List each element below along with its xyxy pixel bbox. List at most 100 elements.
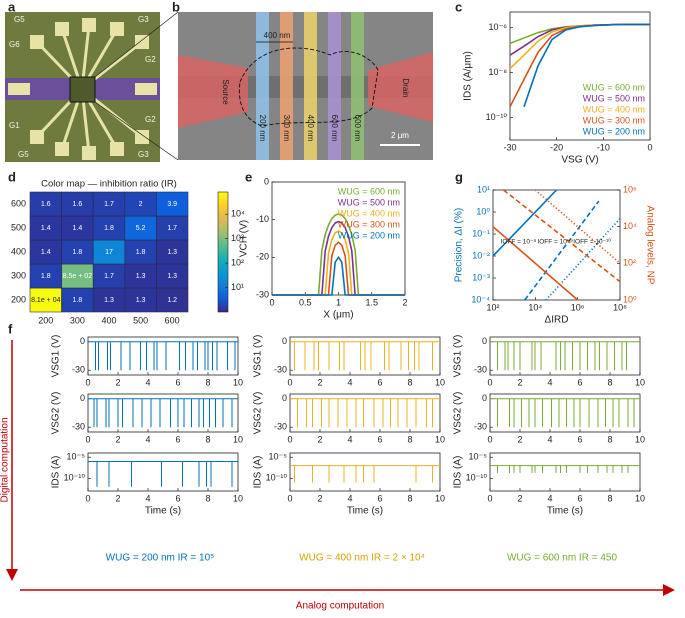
cell-label: 1.8 <box>136 249 146 256</box>
heat-cell <box>29 239 62 265</box>
width-label: 600 nm <box>330 115 339 142</box>
scale-bar-label: 2 μm <box>391 131 409 140</box>
gate-label: G2 <box>145 55 156 64</box>
x-tick-label: 2 <box>115 434 120 444</box>
series-line <box>509 23 650 70</box>
series-line <box>509 23 650 56</box>
x-axis-label: Time (s) <box>347 506 383 517</box>
y2-tick-label: 10⁶ <box>623 184 637 194</box>
x-tick-label: 400 <box>101 315 116 325</box>
plot-frame <box>489 452 641 492</box>
x-axis-label: Time (s) <box>145 506 181 517</box>
x-tick-label: 6 <box>377 493 382 503</box>
cell-label: 8.5e + 02 <box>63 273 92 280</box>
x-tick-label: 0 <box>287 377 292 387</box>
x-tick-label: 1 <box>336 297 341 307</box>
width-label: 600 nm <box>353 115 362 142</box>
x-axis-label: ΔIRD <box>545 315 569 326</box>
legend-entry: WUG = 300 nm <box>338 219 400 229</box>
panel-letter: c <box>455 0 462 14</box>
x-tick-label: 6 <box>577 434 582 444</box>
x-tick-label: 8 <box>407 377 412 387</box>
cell-label: 17 <box>105 249 113 256</box>
plot-frame <box>489 393 641 433</box>
x-tick-label: 10 <box>233 377 243 387</box>
series-line <box>545 218 621 301</box>
legend-entry: WUG = 600 nm <box>583 82 645 92</box>
x-tick-label: 8 <box>205 377 210 387</box>
x-tick-label: 4 <box>145 493 150 503</box>
x-tick-label: 2 <box>115 377 120 387</box>
cell-label: 3.9 <box>167 201 177 208</box>
cell-label: 1.8 <box>73 249 83 256</box>
micrograph <box>5 11 179 162</box>
x-tick-label: 1.5 <box>365 297 378 307</box>
width-label: 400 nm <box>306 115 315 142</box>
y-tick-label: 0 <box>482 336 487 346</box>
series-line <box>272 213 405 296</box>
x-tick-label: 0 <box>85 434 90 444</box>
series-line <box>272 241 405 296</box>
x-tick-label: 0 <box>487 377 492 387</box>
series-line <box>272 230 405 296</box>
panel-letter: f <box>8 321 13 336</box>
y-tick-label: 10¹ <box>477 184 490 194</box>
heat-cell <box>156 215 189 241</box>
legend-entry: WUG = 400 nm <box>583 104 645 114</box>
x-tick-label: 2 <box>317 434 322 444</box>
y-tick-label: 10⁻¹⁰ <box>466 473 488 483</box>
y-tick-label: -20 <box>256 252 269 262</box>
x-tick-label: 10 <box>635 377 645 387</box>
y-tick-label: 10⁻⁵ <box>269 452 288 462</box>
drain-label: Drain <box>401 78 410 97</box>
x-tick-label: 8 <box>407 493 412 503</box>
gate-label: G6 <box>9 40 20 49</box>
cell-label: 1.7 <box>104 201 114 208</box>
legend-entry: WUG = 200 nm <box>338 230 400 240</box>
x-tick-label: 4 <box>547 493 552 503</box>
column-caption: WUG = 600 nm IR = 450 <box>507 553 617 564</box>
series-line <box>523 23 650 108</box>
cell-label: 1.2 <box>167 297 177 304</box>
colorbar-tick-label: 10³ <box>231 233 244 243</box>
y-axis-label: IDS (A) <box>453 456 464 489</box>
x-tick-label: 6 <box>377 434 382 444</box>
heat-cell <box>124 191 157 217</box>
colorbar-tick-label: 10² <box>231 257 244 267</box>
y-axis-label: VSG1 (V) <box>51 335 62 378</box>
colorbar-tick-label: 10¹ <box>231 282 244 292</box>
width-label: 300 nm <box>282 115 291 142</box>
cell-label: 1.8 <box>104 225 114 232</box>
column-axis-label: Analog computation <box>296 601 384 612</box>
x-tick-label: 600 <box>165 315 180 325</box>
legend-entry: WUG = 500 nm <box>338 197 400 207</box>
y2-axis-label: Analog levels, NP <box>644 206 655 285</box>
y-tick-label: -30 <box>72 365 85 375</box>
plot-frame <box>289 393 441 433</box>
x-tick-label: 4 <box>347 493 352 503</box>
y-axis-label: VSG2 (V) <box>453 392 464 435</box>
y-tick-label: -10 <box>256 214 269 224</box>
x-tick-label: 10⁴ <box>528 302 542 312</box>
y-axis-label: VSG1 (V) <box>453 335 464 378</box>
heat-cell <box>124 239 157 265</box>
x-tick-label: 10 <box>635 493 645 503</box>
x-tick-label: 500 <box>133 315 148 325</box>
y-tick-label: -30 <box>72 422 85 432</box>
x-tick-label: 8 <box>205 493 210 503</box>
y-axis-label: VSG1 (V) <box>253 335 264 378</box>
y-tick-label: 10⁻³ <box>472 272 490 282</box>
y-tick-label: 10⁻⁶ <box>489 22 508 32</box>
heat-cell <box>61 191 94 217</box>
plot-frame <box>289 336 441 376</box>
y-tick-label: 10⁻¹⁰ <box>486 112 508 122</box>
series-line <box>492 226 579 301</box>
x-tick-label: 200 <box>38 315 53 325</box>
cell-label: 1.4 <box>41 249 51 256</box>
x-tick-label: 10 <box>233 434 243 444</box>
cell-label: 1.4 <box>73 225 83 232</box>
cell-label: 1.3 <box>136 273 146 280</box>
x-tick-label: 4 <box>347 377 352 387</box>
y-tick-label: 10⁻¹ <box>472 228 490 238</box>
